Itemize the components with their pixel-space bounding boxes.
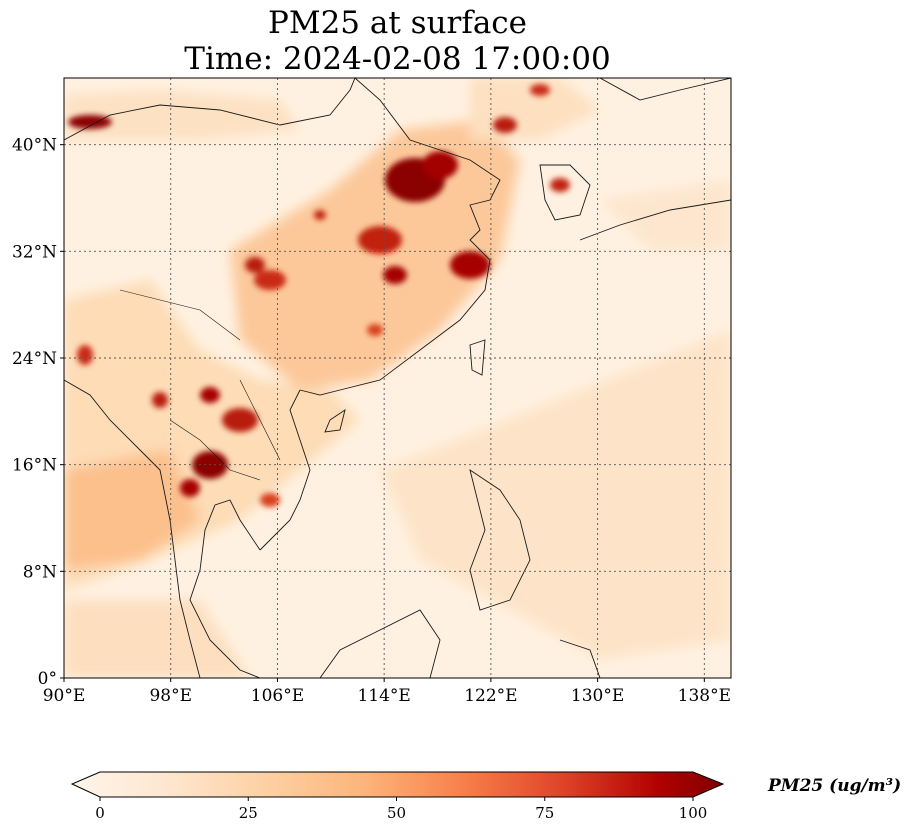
map-panel	[64, 78, 731, 678]
pm25-hotspots	[68, 84, 570, 507]
colorbar-unit-label: PM25 (ug/m³)	[768, 776, 902, 796]
gridlines	[64, 78, 731, 678]
axis-ticks: 90°E 98°E 106°E 114°E 122°E 130°E 138°E 0° 8°N 16…	[12, 136, 731, 706]
colorbar-tick-label: 50	[387, 804, 406, 822]
colorbar-tick-label: 0	[95, 804, 105, 822]
lat-tick-label: 24°N	[12, 349, 57, 369]
lon-tick-label: 90°E	[43, 686, 86, 706]
colorbar-bar	[70, 771, 725, 798]
lon-tick-label: 130°E	[571, 686, 624, 706]
lat-tick-label: 0°	[38, 669, 57, 689]
coastlines-and-borders	[64, 78, 731, 678]
colorbar-ticks: 0 25 50 75 100	[95, 797, 707, 822]
lon-tick-label: 106°E	[251, 686, 304, 706]
map-title: PM25 at surface	[267, 5, 528, 41]
colorbar-tick-label: 100	[679, 804, 708, 822]
lat-tick-label: 16°N	[12, 456, 57, 476]
lon-tick-label: 114°E	[357, 686, 410, 706]
colorbar: 0 25 50 75 100	[70, 771, 725, 822]
lat-tick-label: 8°N	[23, 562, 57, 582]
lon-tick-label: 138°E	[678, 686, 731, 706]
lat-tick-label: 40°N	[12, 136, 57, 156]
colorbar-tick-label: 75	[535, 804, 554, 822]
lon-tick-label: 98°E	[149, 686, 192, 706]
map-time-subtitle: Time: 2024-02-08 17:00:00	[184, 41, 611, 77]
lat-tick-label: 32°N	[12, 242, 57, 262]
lon-tick-label: 122°E	[464, 686, 517, 706]
colorbar-tick-label: 25	[239, 804, 258, 822]
map-frame	[63, 77, 732, 679]
